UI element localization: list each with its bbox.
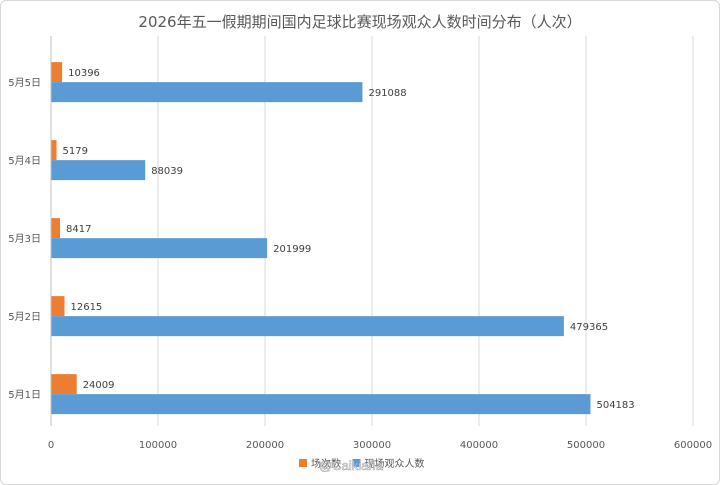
- y-category-label: 5月1日: [8, 389, 41, 401]
- y-category-label: 5月2日: [8, 311, 41, 323]
- legend-entry: 现场观众人数: [365, 457, 425, 470]
- x-tick-label: 0: [48, 440, 54, 451]
- x-tick-label: 200000: [246, 440, 284, 451]
- legend-swatch: [352, 459, 361, 467]
- bar-count: [51, 62, 63, 83]
- data-label: 5179: [63, 146, 88, 157]
- x-tick-label: 400000: [460, 440, 498, 451]
- legend-swatch: [299, 459, 307, 467]
- bar-audience: [51, 82, 363, 103]
- bar-count: [51, 296, 65, 317]
- bar-audience: [51, 160, 146, 181]
- data-label: 201999: [273, 244, 311, 255]
- x-tick-label: 600000: [674, 440, 712, 451]
- x-tick-label: 500000: [567, 440, 605, 451]
- y-category-label: 5月4日: [8, 155, 41, 167]
- data-label: 24009: [83, 380, 115, 391]
- watermark-text: @Caikiaria: [319, 458, 384, 473]
- chart-title: 2026年五一假期期间国内足球比赛现场观众人数时间分布（人次）: [138, 13, 582, 31]
- data-label: 479365: [570, 322, 608, 333]
- bar-audience: [51, 394, 591, 415]
- data-label: 88039: [151, 166, 183, 177]
- data-label: 8417: [66, 224, 91, 235]
- x-tick-label: 100000: [139, 440, 177, 451]
- y-category-label: 5月3日: [8, 233, 41, 245]
- bar-count: [51, 218, 61, 239]
- data-label: 10396: [68, 68, 100, 79]
- bar-audience: [51, 316, 564, 337]
- y-category-label: 5月5日: [8, 77, 41, 89]
- data-label: 12615: [70, 302, 102, 313]
- bar-count: [51, 140, 57, 161]
- bar-audience: [51, 238, 268, 259]
- x-tick-label: 300000: [353, 440, 391, 451]
- data-label: 291088: [368, 88, 406, 99]
- data-label: 504183: [596, 400, 634, 411]
- legend-entry: 场次数: [311, 457, 341, 470]
- bar-count: [51, 374, 77, 395]
